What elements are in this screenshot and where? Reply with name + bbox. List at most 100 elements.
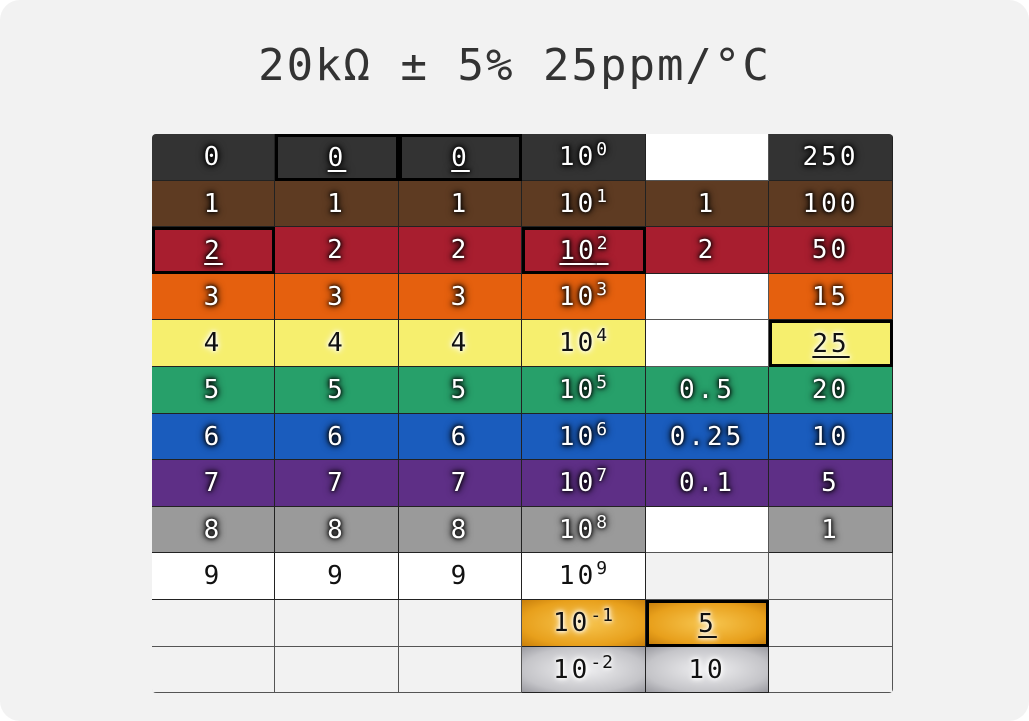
band-value: 1 xyxy=(450,188,470,219)
multiplier-exponent: 2 xyxy=(596,232,609,254)
band-option-tempco-yellow[interactable]: 25 xyxy=(769,320,893,367)
band-option-digit2-orange[interactable]: 3 xyxy=(275,274,399,320)
multiplier-exponent: -2 xyxy=(590,651,614,673)
empty-cell xyxy=(769,553,893,600)
band-option-digit3-blue[interactable]: 6 xyxy=(399,414,522,460)
band-option-tolerance-violet[interactable]: 0.1 xyxy=(646,460,769,507)
band-option-multiplier-brown[interactable]: 101 xyxy=(522,181,646,227)
band-option-digit2-brown[interactable]: 1 xyxy=(275,181,399,227)
multiplier-exponent: -1 xyxy=(590,605,614,626)
multiplier-exponent: 7 xyxy=(596,465,609,486)
band-value: 7 xyxy=(203,468,223,498)
band-option-tolerance-silver[interactable]: 10 xyxy=(646,647,769,693)
band-option-digit1-green[interactable]: 5 xyxy=(152,367,275,414)
band-option-tempco-brown[interactable]: 100 xyxy=(769,181,893,227)
band-option-multiplier-violet[interactable]: 107 xyxy=(522,460,646,507)
band-value: 6 xyxy=(203,421,223,452)
band-option-tempco-blue[interactable]: 10 xyxy=(769,414,893,460)
band-option-digit3-yellow[interactable]: 4 xyxy=(399,320,522,367)
multiplier-base: 10 xyxy=(553,608,591,638)
band-value: 7 xyxy=(450,468,470,498)
band-option-digit1-brown[interactable]: 1 xyxy=(152,181,275,227)
band-option-digit3-grey[interactable]: 8 xyxy=(399,507,522,553)
multiplier-exponent: 3 xyxy=(596,278,609,300)
band-value: 1 xyxy=(821,514,840,545)
band-option-digit3-black[interactable]: 0 xyxy=(399,134,522,181)
band-option-multiplier-black[interactable]: 100 xyxy=(522,134,646,181)
empty-cell xyxy=(769,647,893,693)
band-option-tempco-red[interactable]: 50 xyxy=(769,227,893,274)
color-band-grid: 0 0 0 100 250 1 1 1 101 1 100 2 2 2 102 2 50 3 3 3 103 15 4 4 4 1… xyxy=(152,134,893,693)
band-option-tolerance-red[interactable]: 2 xyxy=(646,227,769,274)
empty-cell xyxy=(152,647,275,693)
band-option-multiplier-green[interactable]: 105 xyxy=(522,367,646,414)
band-value: 5 xyxy=(450,375,470,405)
empty-cell xyxy=(275,647,399,693)
band-value: 2 xyxy=(450,235,470,265)
band-option-digit3-green[interactable]: 5 xyxy=(399,367,522,414)
band-value: 8 xyxy=(327,514,346,545)
band-value: 9 xyxy=(327,561,346,591)
band-option-multiplier-blue[interactable]: 106 xyxy=(522,414,646,460)
band-value: 4 xyxy=(450,328,470,358)
band-option-digit2-black[interactable]: 0 xyxy=(275,134,399,181)
band-value: 5 xyxy=(327,375,346,405)
band-option-tolerance-brown[interactable]: 1 xyxy=(646,181,769,227)
band-option-digit1-white[interactable]: 9 xyxy=(152,553,275,600)
band-option-digit2-violet[interactable]: 7 xyxy=(275,460,399,507)
band-value: 15 xyxy=(811,281,850,312)
band-option-multiplier-gold[interactable]: 10-1 xyxy=(522,600,646,647)
band-option-digit2-yellow[interactable]: 4 xyxy=(275,320,399,367)
band-value: 0 xyxy=(327,142,347,173)
multiplier-base: 10 xyxy=(553,654,591,685)
multiplier-exponent: 9 xyxy=(596,558,609,579)
band-option-digit2-blue[interactable]: 6 xyxy=(275,414,399,460)
band-option-digit2-grey[interactable]: 8 xyxy=(275,507,399,553)
band-option-digit1-yellow[interactable]: 4 xyxy=(152,320,275,367)
band-option-multiplier-white[interactable]: 109 xyxy=(522,553,646,600)
empty-cell xyxy=(399,600,522,647)
band-value: 10 xyxy=(811,421,850,452)
band-option-digit1-violet[interactable]: 7 xyxy=(152,460,275,507)
band-option-multiplier-orange[interactable]: 103 xyxy=(522,274,646,320)
band-value: 5 xyxy=(821,468,840,498)
band-option-tempco-violet[interactable]: 5 xyxy=(769,460,893,507)
band-value: 1 xyxy=(327,188,346,219)
band-value: 7 xyxy=(327,468,346,498)
band-option-digit3-red[interactable]: 2 xyxy=(399,227,522,274)
empty-cell xyxy=(646,320,769,367)
band-option-tempco-black[interactable]: 250 xyxy=(769,134,893,181)
band-option-tolerance-blue[interactable]: 0.25 xyxy=(646,414,769,460)
band-value: 100 xyxy=(802,188,859,219)
multiplier-exponent: 5 xyxy=(596,372,609,393)
empty-cell xyxy=(152,600,275,647)
band-option-multiplier-yellow[interactable]: 104 xyxy=(522,320,646,367)
band-value: 1 xyxy=(697,188,717,219)
band-option-digit3-white[interactable]: 9 xyxy=(399,553,522,600)
band-option-tempco-grey[interactable]: 1 xyxy=(769,507,893,553)
band-option-digit1-blue[interactable]: 6 xyxy=(152,414,275,460)
band-value: 2 xyxy=(697,235,717,265)
band-option-digit1-grey[interactable]: 8 xyxy=(152,507,275,553)
band-value: 9 xyxy=(450,561,470,591)
band-option-multiplier-silver[interactable]: 10-2 xyxy=(522,647,646,693)
band-value: 5 xyxy=(698,608,717,639)
band-option-digit2-white[interactable]: 9 xyxy=(275,553,399,600)
band-option-tolerance-gold[interactable]: 5 xyxy=(646,600,769,647)
band-option-multiplier-red[interactable]: 102 xyxy=(522,227,646,274)
band-value: 8 xyxy=(450,514,470,545)
band-option-tempco-orange[interactable]: 15 xyxy=(769,274,893,320)
band-option-digit1-black[interactable]: 0 xyxy=(152,134,275,181)
band-option-tolerance-green[interactable]: 0.5 xyxy=(646,367,769,414)
band-option-digit2-green[interactable]: 5 xyxy=(275,367,399,414)
band-value: 4 xyxy=(203,328,223,358)
band-option-digit3-brown[interactable]: 1 xyxy=(399,181,522,227)
band-option-tempco-green[interactable]: 20 xyxy=(769,367,893,414)
band-option-multiplier-grey[interactable]: 108 xyxy=(522,507,646,553)
multiplier-exponent: 0 xyxy=(596,139,609,160)
band-option-digit2-red[interactable]: 2 xyxy=(275,227,399,274)
band-option-digit1-red[interactable]: 2 xyxy=(152,227,275,274)
band-option-digit1-orange[interactable]: 3 xyxy=(152,274,275,320)
band-option-digit3-violet[interactable]: 7 xyxy=(399,460,522,507)
band-option-digit3-orange[interactable]: 3 xyxy=(399,274,522,320)
